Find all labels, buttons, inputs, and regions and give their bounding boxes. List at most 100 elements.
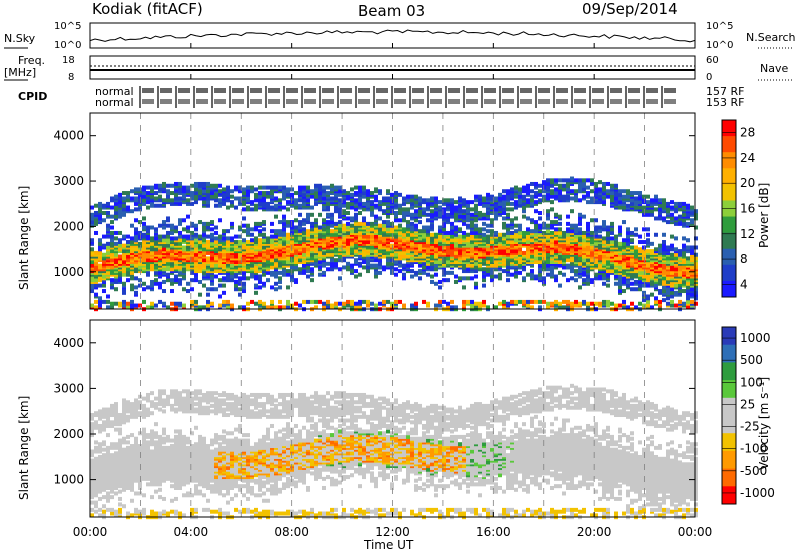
heatmap-cell xyxy=(590,218,594,223)
heatmap-cell xyxy=(410,205,414,210)
heatmap-cell xyxy=(110,214,114,219)
heatmap-cell xyxy=(594,225,598,230)
heatmap-cell xyxy=(490,229,494,234)
heatmap-cell xyxy=(638,247,642,252)
heatmap-cell xyxy=(318,252,322,257)
heatmap-cell xyxy=(362,299,366,304)
heatmap-cell xyxy=(254,283,258,288)
heatmap-cell xyxy=(290,265,294,270)
heatmap-cell xyxy=(430,236,434,241)
heatmap-cell xyxy=(502,305,506,310)
heatmap-cell xyxy=(542,194,546,199)
heatmap-cell xyxy=(118,254,122,259)
heatmap-cell xyxy=(178,238,182,243)
heatmap-cell xyxy=(134,187,138,192)
heatmap-cell xyxy=(642,227,646,232)
heatmap-cell xyxy=(514,216,518,221)
heatmap-cell xyxy=(430,232,434,237)
heatmap-cell xyxy=(230,303,234,308)
heatmap-cell xyxy=(350,205,354,210)
heatmap-cell xyxy=(330,220,334,225)
heatmap-cell xyxy=(550,225,554,230)
heatmap-cell xyxy=(182,303,186,308)
heatmap-cell xyxy=(250,200,254,205)
heatmap-cell xyxy=(382,223,386,228)
heatmap-cell xyxy=(566,263,570,268)
heatmap-cell xyxy=(158,223,162,228)
heatmap-cell xyxy=(630,287,634,292)
heatmap-cell xyxy=(90,238,94,243)
heatmap-cell xyxy=(474,198,478,203)
heatmap-cell xyxy=(530,272,534,277)
heatmap-cell xyxy=(110,205,114,210)
heatmap-cell xyxy=(182,227,186,232)
heatmap-cell xyxy=(614,200,618,205)
heatmap-cell xyxy=(578,285,582,290)
heatmap-cell xyxy=(554,240,558,245)
heatmap-cell xyxy=(258,238,262,243)
heatmap-cell xyxy=(470,303,474,308)
heatmap-cell xyxy=(526,216,530,221)
heatmap-cell xyxy=(406,223,410,228)
heatmap-cell xyxy=(114,241,118,246)
heatmap-cell xyxy=(210,301,214,306)
heatmap-cell xyxy=(234,196,238,201)
heatmap-cell xyxy=(450,198,454,203)
heatmap-cell xyxy=(402,303,406,308)
heatmap-cell xyxy=(154,196,158,201)
heatmap-cell xyxy=(146,265,150,270)
heatmap-cell xyxy=(430,279,434,284)
heatmap-cell xyxy=(614,281,618,286)
nsky-label: N.Sky xyxy=(4,32,36,45)
heatmap-cell xyxy=(214,236,218,241)
heatmap-cell xyxy=(174,278,178,283)
heatmap-cell xyxy=(378,200,382,205)
heatmap-cell xyxy=(218,278,222,283)
heatmap-cell xyxy=(130,236,134,241)
heatmap-cell xyxy=(510,201,514,206)
heatmap-cell xyxy=(346,201,350,206)
heatmap-cell xyxy=(118,214,122,219)
heatmap-cell xyxy=(630,281,634,286)
heatmap-cell xyxy=(274,185,278,190)
heatmap-cell xyxy=(306,229,310,234)
heatmap-cell xyxy=(210,227,214,232)
heatmap-cell xyxy=(206,196,210,201)
heatmap-cell xyxy=(398,192,402,197)
cpid-smear xyxy=(556,88,568,93)
nsky-tick-bottom: 10^0 xyxy=(54,40,81,51)
heatmap-cell xyxy=(566,299,570,304)
heatmap-cell xyxy=(382,299,386,304)
date-title: 09/Sep/2014 xyxy=(582,0,678,18)
heatmap-cell xyxy=(98,201,102,206)
heatmap-cell xyxy=(534,200,538,205)
heatmap-cell xyxy=(366,303,370,308)
heatmap-cell xyxy=(598,234,602,239)
heatmap-cell xyxy=(210,183,214,188)
heatmap-cell xyxy=(206,292,210,297)
cpid-smear xyxy=(538,88,550,93)
heatmap-cell xyxy=(222,194,226,199)
heatmap-cell xyxy=(426,212,430,217)
heatmap-cell xyxy=(402,232,406,237)
heatmap-cell xyxy=(102,252,106,257)
heatmap-cell xyxy=(290,274,294,279)
heatmap-cell xyxy=(278,198,282,203)
heatmap-cell xyxy=(486,211,490,215)
cpid-smear xyxy=(466,88,478,93)
heatmap-cell xyxy=(590,189,594,194)
heatmap-cell xyxy=(250,232,254,237)
heatmap-cell xyxy=(134,201,138,206)
heatmap-cell xyxy=(422,270,426,275)
heatmap-cell xyxy=(254,290,258,295)
heatmap-cell xyxy=(566,247,570,252)
heatmap-cell xyxy=(282,221,286,226)
heatmap-cell xyxy=(250,185,254,190)
heatmap-cell xyxy=(618,281,622,286)
heatmap-cell xyxy=(114,260,118,264)
heatmap-cell xyxy=(226,236,230,241)
heatmap-cell xyxy=(354,305,358,310)
heatmap-cell xyxy=(378,261,382,266)
heatmap-cell xyxy=(146,196,150,201)
heatmap-cell xyxy=(294,301,298,306)
